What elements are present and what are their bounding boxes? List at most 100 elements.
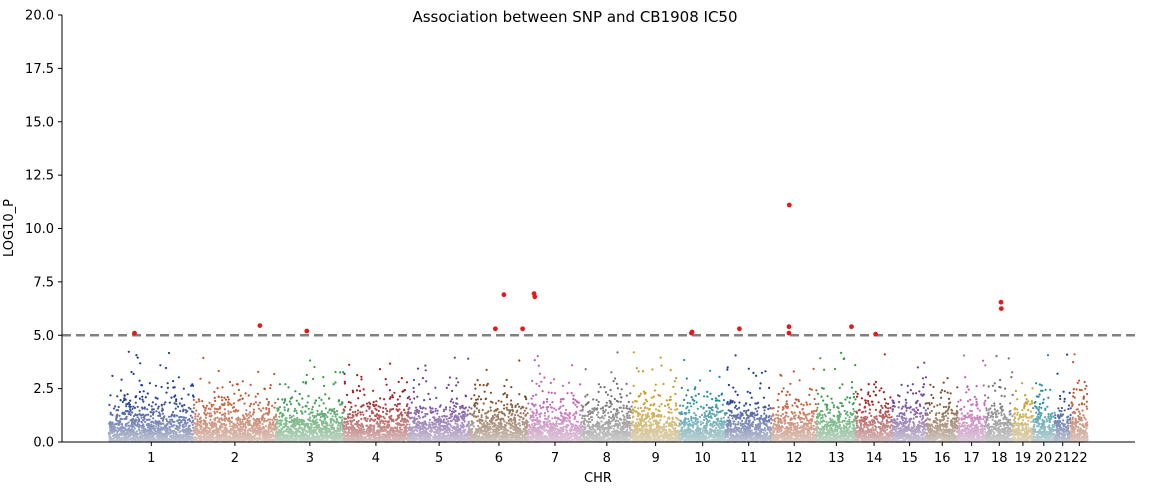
snp-point: [349, 435, 352, 438]
snp-point: [383, 398, 386, 401]
snp-point: [417, 415, 420, 418]
snp-point: [248, 411, 251, 414]
snp-point: [357, 397, 360, 400]
snp-point: [400, 434, 403, 437]
snp-point: [225, 417, 228, 420]
snp-point: [206, 422, 209, 426]
snp-point: [456, 420, 459, 423]
snp-point: [205, 439, 208, 442]
snp-point: [456, 418, 459, 421]
snp-point: [137, 433, 140, 436]
snp-point: [467, 427, 470, 430]
snp-point: [392, 420, 395, 423]
snp-point: [263, 417, 266, 420]
snp-point: [164, 430, 167, 433]
snp-point: [256, 425, 259, 428]
snp-point: [309, 419, 312, 422]
snp-point: [171, 437, 174, 440]
snp-point: [305, 405, 308, 408]
snp-point: [453, 410, 456, 413]
snp-point: [217, 369, 220, 373]
snp-point: [219, 436, 222, 439]
snp-point: [349, 408, 352, 411]
snp-point: [352, 430, 355, 434]
snp-point: [292, 414, 295, 417]
snp-point: [170, 413, 173, 416]
snp-point: [369, 426, 372, 429]
snp-point: [385, 413, 388, 416]
snp-point: [258, 401, 262, 404]
snp-point: [217, 433, 220, 436]
snp-point: [149, 427, 152, 430]
snp-point: [328, 424, 331, 427]
snp-point: [212, 403, 215, 406]
snp-point: [227, 419, 230, 422]
snp-point: [375, 413, 379, 416]
snp-point: [189, 419, 192, 423]
snp-point: [383, 422, 386, 426]
snp-point: [395, 405, 398, 408]
snp-point: [467, 357, 470, 360]
snp-point: [413, 429, 416, 432]
snp-point: [332, 419, 335, 422]
snp-point: [400, 411, 403, 414]
snp-point: [146, 392, 149, 395]
snp-point: [295, 399, 298, 402]
snp-point: [379, 397, 382, 400]
snp-point: [388, 389, 391, 392]
snp-point: [220, 396, 223, 399]
snp-point: [313, 402, 316, 405]
snp-point: [166, 386, 169, 389]
snp-point: [125, 425, 128, 428]
snp-point: [290, 419, 293, 422]
snp-point: [120, 426, 123, 429]
snp-point: [184, 425, 187, 428]
snp-point: [424, 429, 428, 432]
snp-point: [384, 407, 387, 410]
snp-point: [198, 400, 201, 403]
snp-point: [198, 420, 201, 423]
snp-point: [125, 403, 128, 406]
snp-point: [218, 417, 221, 420]
snp-point: [228, 417, 231, 420]
snp-point: [117, 405, 120, 409]
snp-point: [374, 418, 377, 421]
snp-point: [380, 420, 383, 423]
snp-point: [124, 429, 127, 432]
snp-point: [360, 417, 363, 421]
snp-point: [209, 423, 212, 427]
snp-point: [294, 427, 297, 430]
snp-point: [335, 420, 338, 423]
snp-point: [220, 422, 223, 425]
snp-point: [191, 423, 194, 426]
snp-point: [285, 422, 288, 425]
snp-point: [455, 415, 458, 418]
snp-point: [262, 433, 265, 436]
snp-point: [257, 404, 260, 407]
snp-point: [266, 412, 269, 415]
snp-point: [151, 439, 154, 442]
snp-point: [394, 403, 397, 406]
snp-point: [142, 390, 145, 393]
snp-point: [464, 413, 467, 416]
snp-point: [166, 382, 169, 385]
snp-point: [160, 385, 163, 389]
snp-point: [430, 421, 434, 424]
snp-point: [184, 416, 187, 419]
snp-point: [365, 402, 369, 405]
snp-point: [113, 429, 116, 432]
snp-point: [159, 436, 162, 439]
snp-point: [262, 420, 265, 423]
snp-point: [256, 392, 259, 395]
snp-point: [354, 428, 357, 432]
snp-point: [405, 381, 409, 384]
snp-point: [166, 439, 170, 442]
snp-point: [193, 403, 196, 406]
snp-point: [311, 414, 314, 417]
snp-point: [322, 402, 325, 405]
snp-point: [252, 423, 255, 426]
snp-point: [368, 415, 371, 418]
snp-point: [158, 413, 162, 416]
snp-point: [449, 419, 452, 423]
snp-point: [273, 372, 276, 376]
